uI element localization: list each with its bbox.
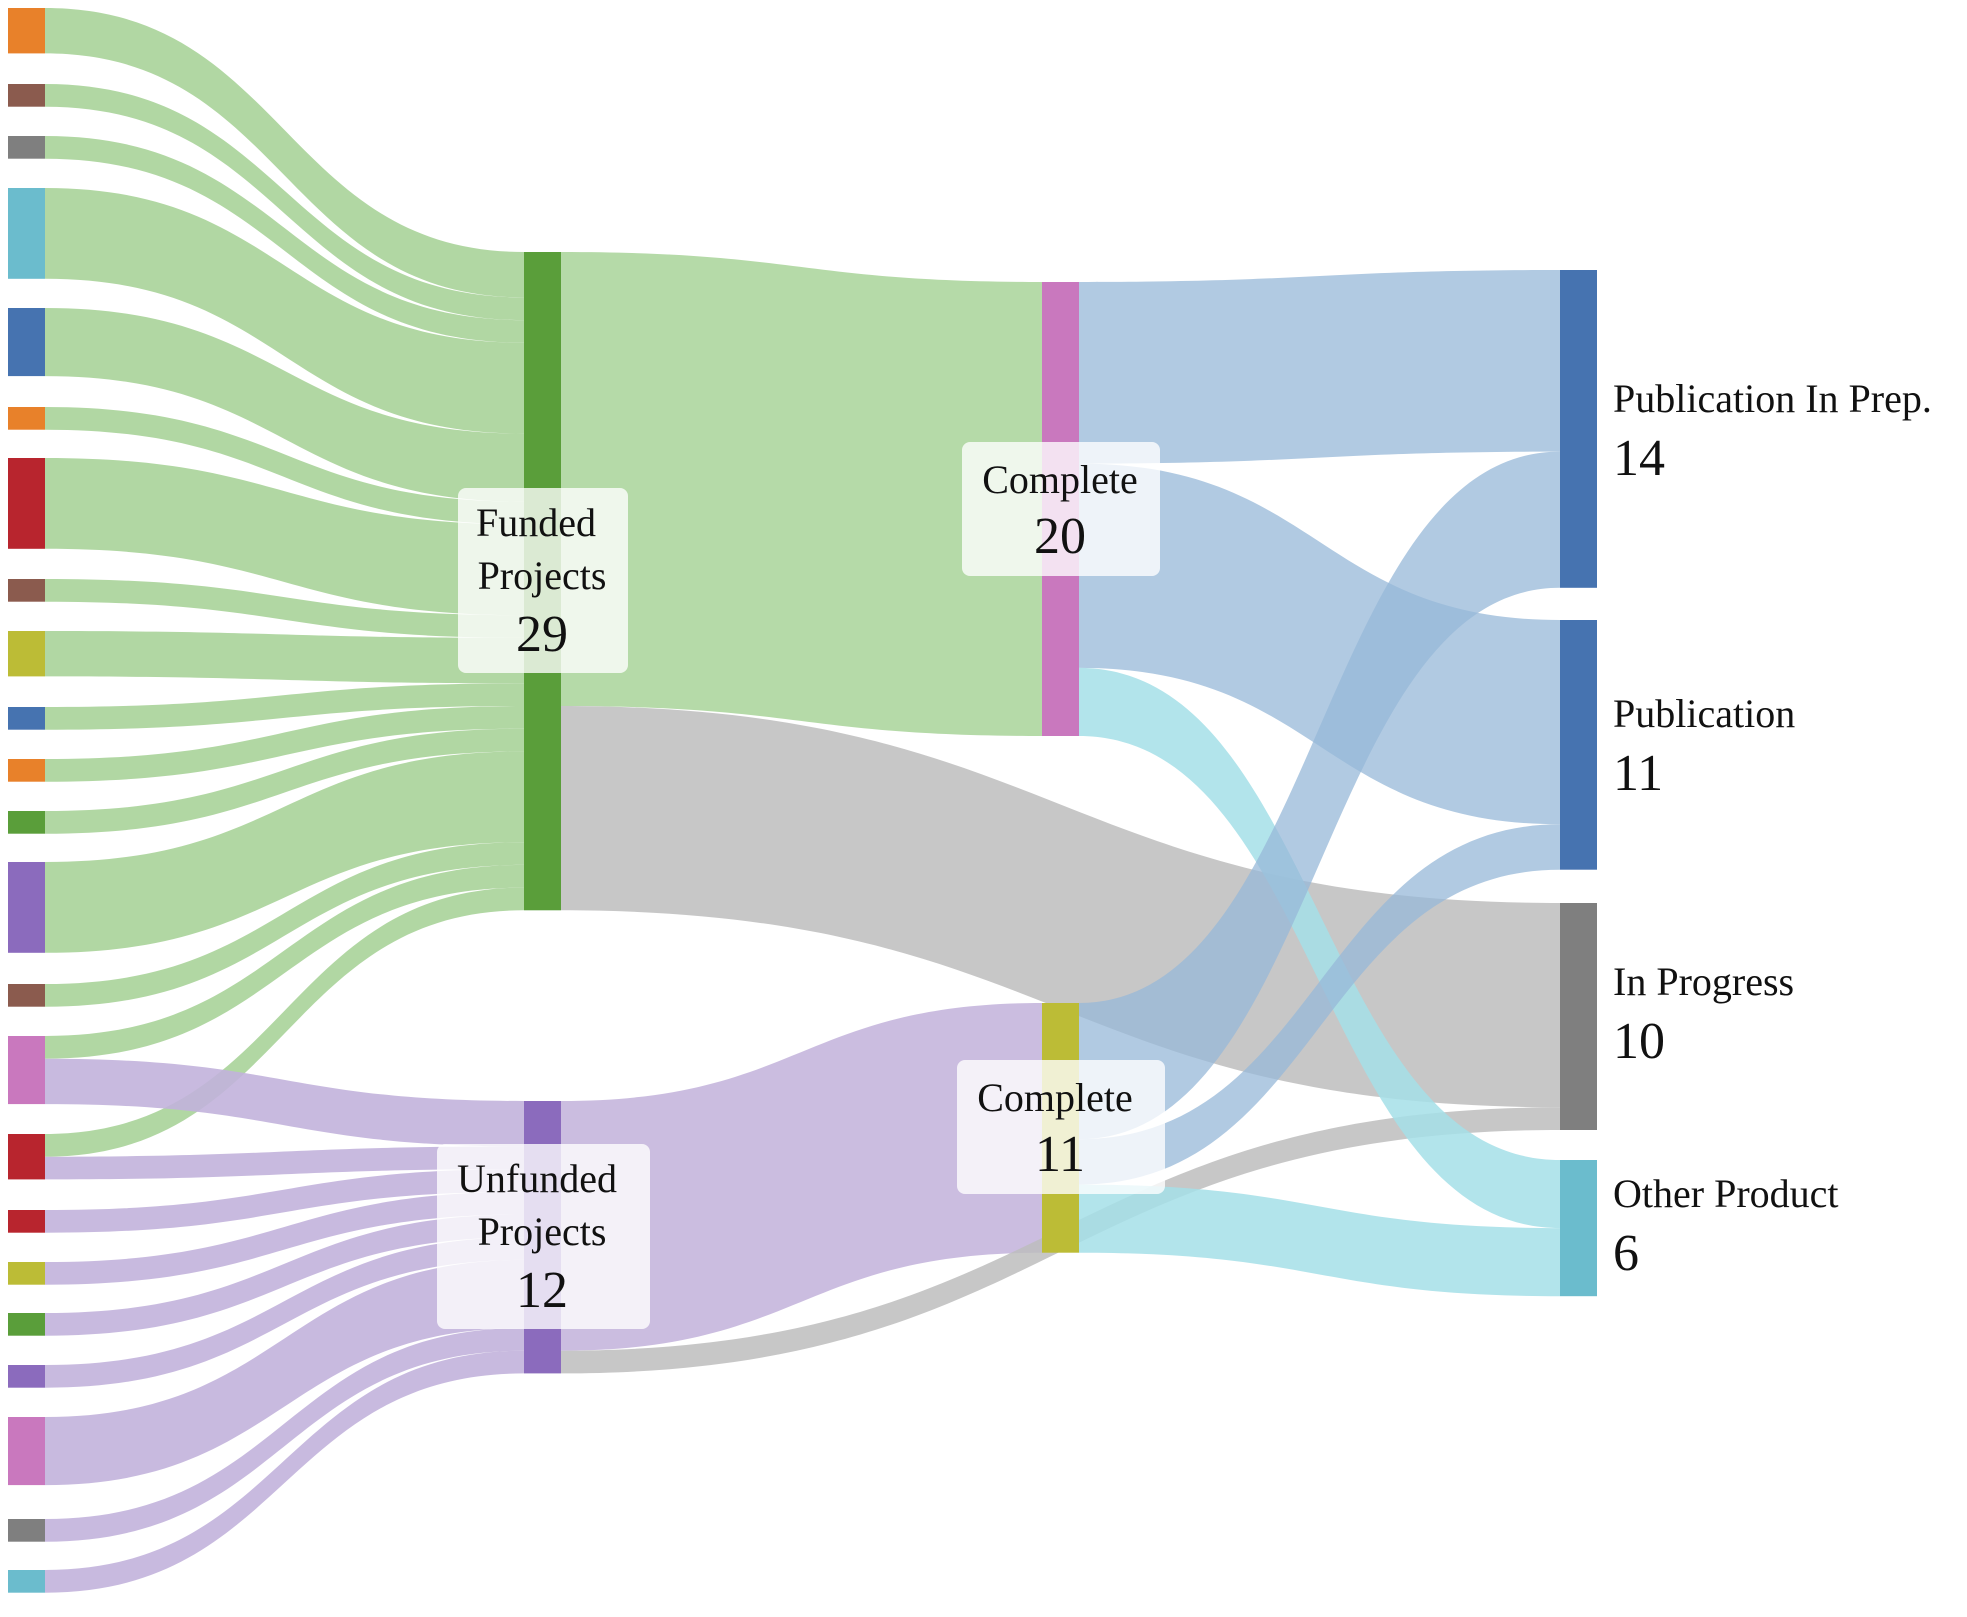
source-link bbox=[45, 887, 524, 1157]
publication-node bbox=[1560, 620, 1597, 870]
flow-link bbox=[1079, 667, 1560, 1229]
flow-link bbox=[561, 1003, 1042, 1351]
source-link bbox=[45, 706, 524, 782]
source-node bbox=[8, 1519, 45, 1542]
pub-prep-name: Publication In Prep. bbox=[1613, 376, 1932, 421]
source-node bbox=[8, 1365, 45, 1388]
source-link bbox=[45, 1237, 524, 1388]
source-node bbox=[8, 1313, 45, 1336]
source-link bbox=[45, 751, 524, 953]
links-layer bbox=[45, 8, 1560, 1593]
publication-name: Publication bbox=[1613, 691, 1795, 736]
labels-layer: Funded Projects 29 Unfunded Projects 12 … bbox=[437, 376, 1932, 1329]
source-link bbox=[45, 458, 524, 616]
source-link bbox=[45, 84, 524, 321]
other-product-name: Other Product bbox=[1613, 1171, 1839, 1216]
source-node bbox=[8, 1036, 45, 1105]
source-link bbox=[45, 136, 524, 343]
source-node bbox=[8, 759, 45, 782]
source-link bbox=[45, 1058, 524, 1147]
complete-funded-value: 20 bbox=[1034, 508, 1086, 565]
complete-funded-name: Complete bbox=[982, 457, 1138, 502]
flow-link bbox=[561, 252, 1042, 736]
publication-value: 11 bbox=[1613, 745, 1663, 802]
source-link bbox=[45, 1169, 524, 1233]
source-node bbox=[8, 862, 45, 953]
funded-label-box bbox=[458, 488, 628, 673]
source-link bbox=[45, 864, 524, 1059]
flow-link bbox=[1079, 824, 1560, 1185]
other-node bbox=[1560, 1160, 1597, 1297]
source-node bbox=[8, 811, 45, 834]
source-link bbox=[45, 308, 524, 502]
source-node bbox=[8, 1262, 45, 1285]
unfunded-value: 12 bbox=[516, 1262, 568, 1319]
source-node bbox=[8, 84, 45, 107]
complete-funded-label-box bbox=[962, 442, 1160, 576]
flow-link bbox=[1079, 270, 1560, 464]
source-node bbox=[8, 1417, 45, 1486]
unfunded-name-line2: Projects bbox=[478, 1209, 607, 1254]
pub-prep-node bbox=[1560, 270, 1597, 588]
source-node bbox=[8, 308, 45, 377]
source-node bbox=[8, 1134, 45, 1180]
unfunded-name-line1: Unfunded bbox=[457, 1156, 617, 1201]
source-node bbox=[8, 984, 45, 1007]
complete-unfunded-name: Complete bbox=[977, 1075, 1133, 1120]
other-product-value: 6 bbox=[1613, 1225, 1639, 1282]
source-link bbox=[45, 8, 524, 298]
flow-link bbox=[1079, 1184, 1560, 1297]
source-node bbox=[8, 8, 45, 54]
pub-prep-value: 14 bbox=[1613, 430, 1665, 487]
in-progress-node bbox=[1560, 903, 1597, 1130]
source-link bbox=[45, 1350, 524, 1593]
source-link bbox=[45, 1328, 524, 1542]
source-node bbox=[8, 1210, 45, 1233]
source-link bbox=[45, 842, 524, 1007]
funded-name-line2: Projects bbox=[478, 553, 607, 598]
source-link bbox=[45, 728, 524, 834]
funded-name-line1: Funded bbox=[476, 500, 596, 545]
source-node bbox=[8, 579, 45, 602]
source-node bbox=[8, 1570, 45, 1593]
source-link bbox=[45, 188, 524, 434]
source-link bbox=[45, 579, 524, 638]
source-node bbox=[8, 631, 45, 677]
source-link bbox=[45, 407, 524, 525]
source-link bbox=[45, 1214, 524, 1336]
flow-link bbox=[1079, 451, 1560, 1140]
source-node bbox=[8, 458, 45, 549]
funded-value: 29 bbox=[516, 606, 568, 663]
source-node bbox=[8, 188, 45, 279]
source-link bbox=[45, 1259, 524, 1486]
source-link bbox=[45, 1146, 524, 1180]
source-node bbox=[8, 407, 45, 430]
source-node bbox=[8, 707, 45, 730]
flow-link bbox=[1079, 463, 1560, 825]
complete-unfunded-value: 11 bbox=[1035, 1126, 1085, 1183]
unfunded-label-box bbox=[437, 1144, 650, 1329]
in-progress-name: In Progress bbox=[1613, 959, 1794, 1004]
source-link bbox=[45, 683, 524, 730]
source-node bbox=[8, 136, 45, 159]
in-progress-value: 10 bbox=[1613, 1013, 1665, 1070]
complete-unfunded-label-box bbox=[957, 1060, 1165, 1194]
source-link bbox=[45, 1191, 524, 1285]
source-link bbox=[45, 631, 524, 684]
